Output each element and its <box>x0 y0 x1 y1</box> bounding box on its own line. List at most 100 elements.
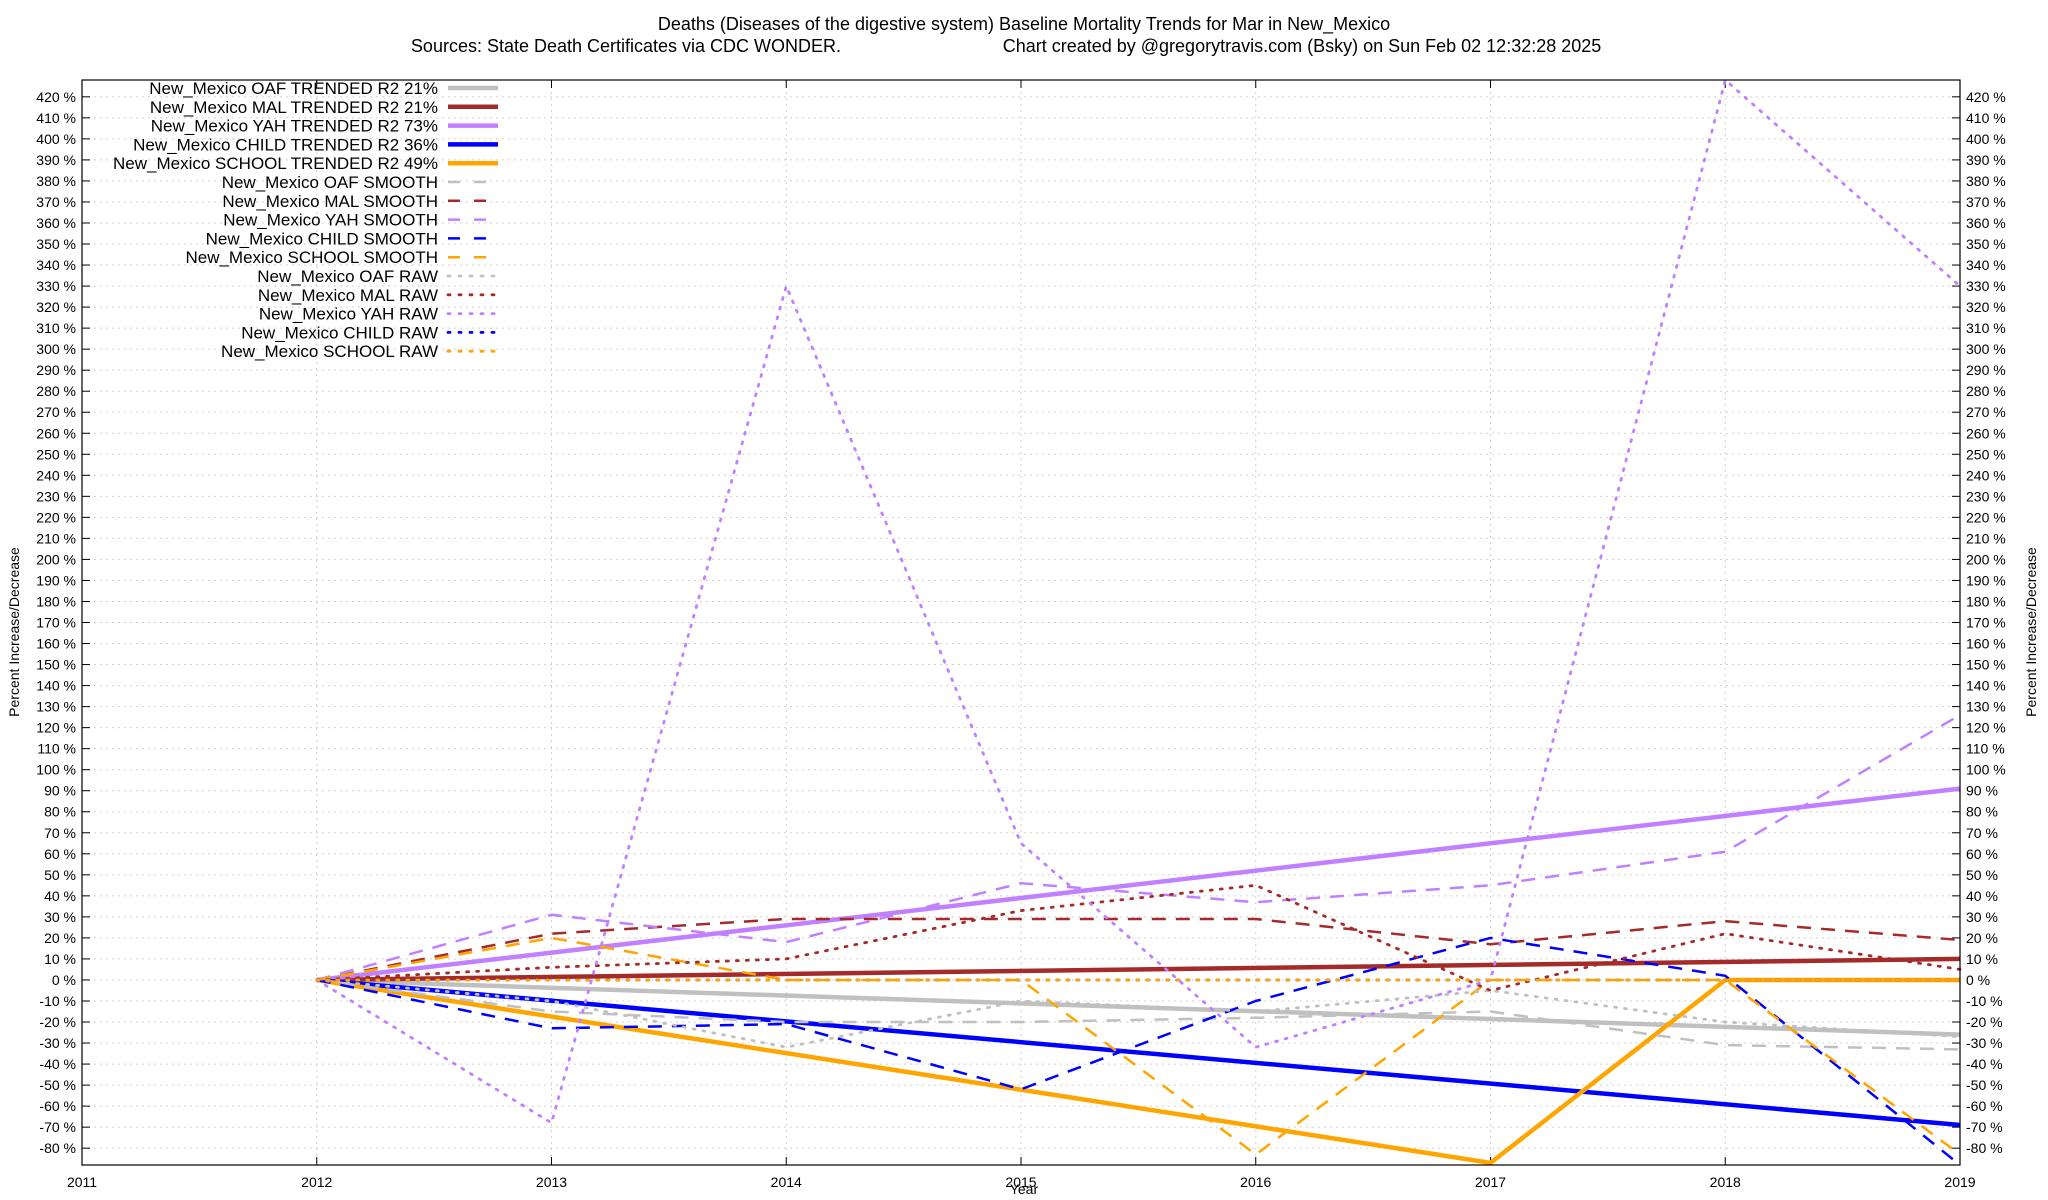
x-tick-label: 2017 <box>1475 1174 1506 1190</box>
y-tick-label-left: 140 % <box>36 678 76 694</box>
chart-subtitle-credit: Chart created by @gregorytravis.com (Bsk… <box>1003 36 1602 56</box>
legend-entry-label: New_Mexico SCHOOL RAW <box>221 342 438 361</box>
y-tick-label-left: 420 % <box>36 89 76 105</box>
legend-entry-label: New_Mexico YAH RAW <box>259 305 438 324</box>
y-tick-label-right: 240 % <box>1966 467 2006 483</box>
y-tick-label-right: -40 % <box>1966 1056 2003 1072</box>
x-tick-label: 2013 <box>536 1174 567 1190</box>
y-tick-label-right: 130 % <box>1966 699 2006 715</box>
y-tick-label-left: 310 % <box>36 320 76 336</box>
y-tick-label-left: 400 % <box>36 131 76 147</box>
legend-entry-label: New_Mexico OAF TRENDED R2 21% <box>149 79 438 98</box>
y-tick-label-left: 0 % <box>52 972 76 988</box>
series-layer <box>315 78 1962 1166</box>
y-tick-label-left: 280 % <box>36 383 76 399</box>
x-tick-label: 2015 <box>1005 1174 1036 1190</box>
y-tick-label-right: 310 % <box>1966 320 2006 336</box>
y-tick-label-left: 170 % <box>36 615 76 631</box>
y-tick-label-left: 370 % <box>36 194 76 210</box>
y-tick-label-left: 200 % <box>36 551 76 567</box>
y-tick-label-right: 330 % <box>1966 278 2006 294</box>
series-line-3 <box>316 977 1961 1128</box>
y-tick-label-right: 370 % <box>1966 194 2006 210</box>
legend-entry-label: New_Mexico SCHOOL SMOOTH <box>185 248 438 267</box>
y-tick-label-right: -60 % <box>1966 1098 2003 1114</box>
y-tick-label-right: 420 % <box>1966 89 2006 105</box>
y-tick-label-left: 60 % <box>44 846 76 862</box>
y-tick-label-right: 110 % <box>1966 741 2005 757</box>
y-tick-label-right: 270 % <box>1966 404 2006 420</box>
series-line-2 <box>316 786 1961 983</box>
y-tick-label-left: 270 % <box>36 404 76 420</box>
y-tick-label-left: 350 % <box>36 236 76 252</box>
y-tick-label-right: 50 % <box>1966 867 1998 883</box>
y-tick-label-left: 80 % <box>44 804 76 820</box>
y-tick-label-right: 290 % <box>1966 362 2006 378</box>
y-tick-label-left: -30 % <box>39 1035 76 1051</box>
legend-entry-label: New_Mexico MAL SMOOTH <box>222 192 438 211</box>
legend-entry-label: New_Mexico SCHOOL TRENDED R2 49% <box>113 154 438 173</box>
y-tick-label-right: 190 % <box>1966 572 2006 588</box>
y-tick-label-right: 160 % <box>1966 636 2006 652</box>
x-tick-label: 2012 <box>301 1174 332 1190</box>
y-tick-label-right: 260 % <box>1966 425 2006 441</box>
series-line-10 <box>315 978 1962 1049</box>
y-tick-label-left: 70 % <box>44 825 76 841</box>
y-tick-label-right: 100 % <box>1966 762 2006 778</box>
y-tick-label-left: 380 % <box>36 173 76 189</box>
y-axis-label-left: Percent Increase/Decrease <box>6 547 22 717</box>
y-tick-label-right: 200 % <box>1966 551 2006 567</box>
y-tick-label-left: 180 % <box>36 593 76 609</box>
legend-entry-label: New_Mexico MAL RAW <box>258 286 438 305</box>
y-tick-label-right: 70 % <box>1966 825 1998 841</box>
x-tick-label: 2011 <box>67 1174 97 1190</box>
y-tick-label-left: -70 % <box>39 1119 76 1135</box>
y-tick-label-right: 150 % <box>1966 657 2006 673</box>
plot-frame <box>81 79 1961 1166</box>
y-tick-label-left: 410 % <box>36 110 76 126</box>
y-tick-label-right: -10 % <box>1966 993 2003 1009</box>
y-tick-label-right: 90 % <box>1966 783 1998 799</box>
x-tick-label: 2018 <box>1710 1174 1741 1190</box>
y-tick-label-left: 110 % <box>37 741 76 757</box>
y-tick-label-left: 40 % <box>44 888 76 904</box>
y-tick-label-left: 250 % <box>36 446 76 462</box>
y-tick-label-right: 340 % <box>1966 257 2006 273</box>
y-tick-label-right: 120 % <box>1966 720 2006 736</box>
legend: New_Mexico OAF TRENDED R2 21% New_Mexico … <box>113 79 500 361</box>
y-tick-label-left: -50 % <box>39 1077 76 1093</box>
legend-entry-label: New_Mexico CHILD RAW <box>241 323 438 342</box>
y-tick-label-right: 20 % <box>1966 930 1998 946</box>
y-tick-label-right: 10 % <box>1966 951 1998 967</box>
y-tick-label-right: 220 % <box>1966 509 2006 525</box>
legend-entry-label: New_Mexico CHILD TRENDED R2 36% <box>133 135 438 154</box>
grid-layer <box>81 80 1961 1165</box>
y-tick-label-left: 130 % <box>36 699 76 715</box>
series-line-8 <box>316 936 1961 1166</box>
series-line-5 <box>316 978 1961 1051</box>
series-line-12 <box>315 78 1962 1125</box>
y-tick-label-right: 230 % <box>1966 488 2006 504</box>
y-tick-label-left: 360 % <box>36 215 76 231</box>
y-tick-label-left: 50 % <box>44 867 76 883</box>
y-tick-label-right: 0 % <box>1966 972 1990 988</box>
y-tick-label-right: 390 % <box>1966 152 2006 168</box>
x-tick-label: 2014 <box>771 1174 802 1190</box>
y-tick-label-left: -40 % <box>39 1056 76 1072</box>
y-tick-label-left: -20 % <box>39 1014 76 1030</box>
legend-entry-label: New_Mexico OAF SMOOTH <box>222 173 438 192</box>
y-tick-label-right: 80 % <box>1966 804 1998 820</box>
series-line-1 <box>316 956 1961 983</box>
y-tick-label-left: 160 % <box>36 636 76 652</box>
y-tick-label-left: -80 % <box>39 1140 76 1156</box>
y-tick-label-left: 340 % <box>36 257 76 273</box>
y-tick-label-left: 390 % <box>36 152 76 168</box>
y-tick-label-right: -50 % <box>1966 1077 2003 1093</box>
y-tick-label-left: 230 % <box>36 488 76 504</box>
y-tick-label-left: 330 % <box>36 278 76 294</box>
y-tick-label-left: 190 % <box>36 572 76 588</box>
y-tick-label-right: -70 % <box>1966 1119 2003 1135</box>
y-tick-label-right: 410 % <box>1966 110 2006 126</box>
